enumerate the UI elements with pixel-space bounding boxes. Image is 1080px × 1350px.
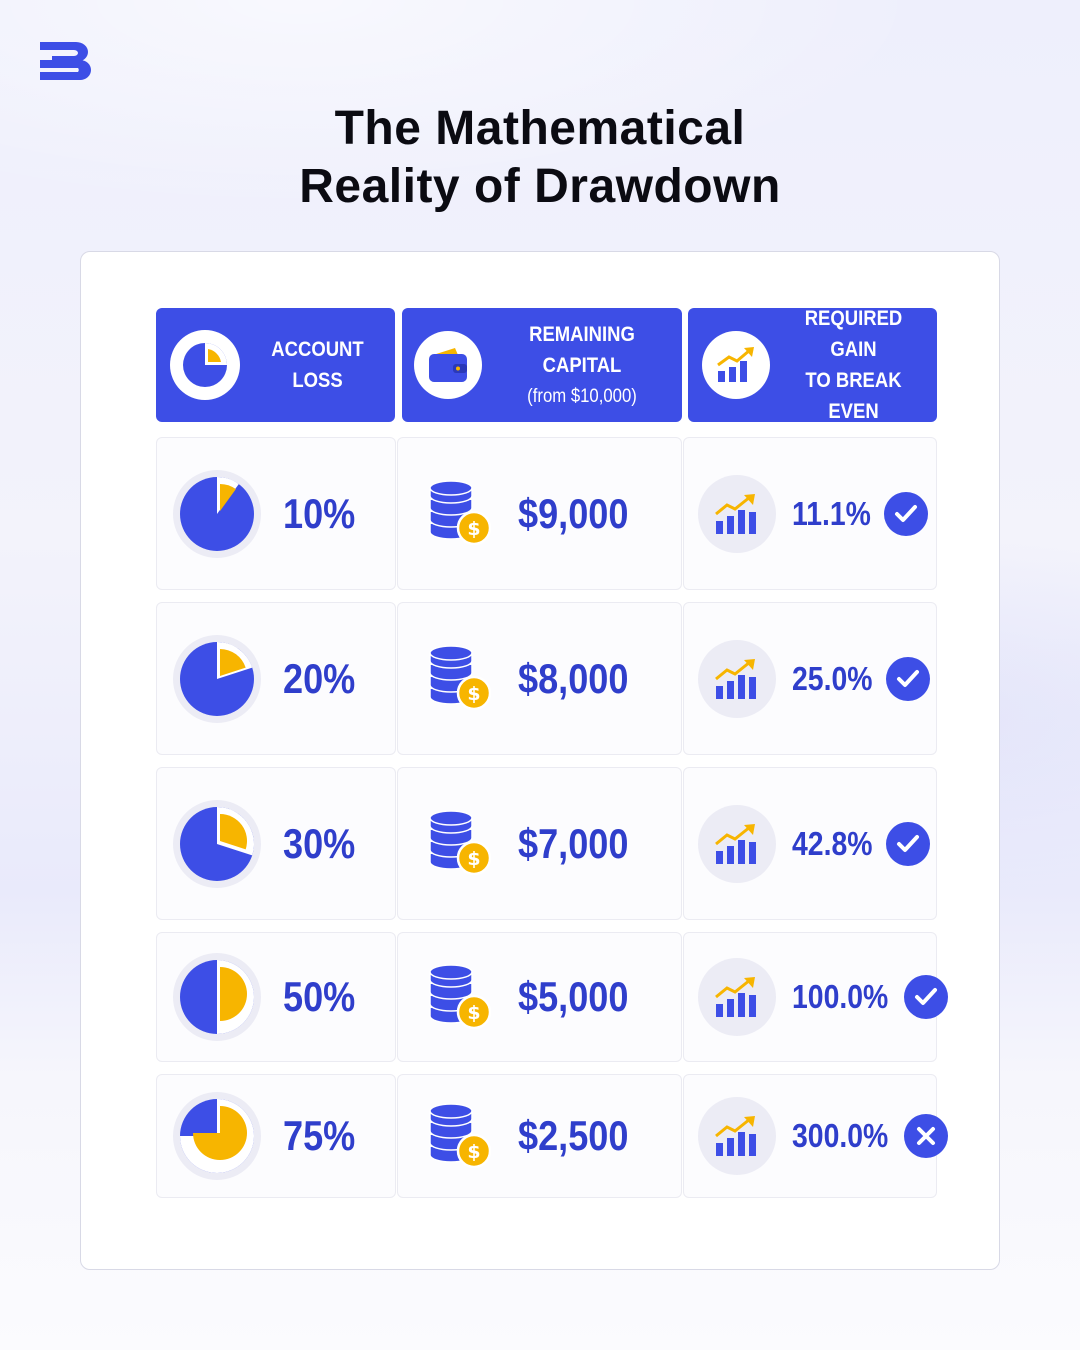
remaining-capital-value: $2,500 [518, 1112, 629, 1159]
pie-chart-icon [173, 634, 261, 723]
remaining-capital-value: $7,000 [518, 819, 629, 867]
remaining-capital-value: $8,000 [518, 654, 629, 702]
required-gain-value: 100.0% [792, 978, 889, 1015]
header-account-loss-label: ACCOUNT LOSS [271, 338, 364, 392]
check-icon [885, 821, 930, 866]
check-icon [883, 491, 928, 536]
account-loss-value: 20% [283, 654, 356, 702]
header-remaining-capital-label: REMAINING CAPITAL (from $10,000) [527, 322, 637, 407]
coin-stack-icon: $ [426, 637, 496, 720]
remaining-capital-value: $9,000 [518, 489, 629, 537]
growth-chart-icon [698, 1097, 776, 1175]
growth-chart-icon [698, 639, 776, 718]
required-gain-value: 300.0% [792, 1117, 889, 1154]
required-gain-value: 11.1% [792, 494, 871, 532]
header-required-gain-label: REQUIRED GAIN TO BREAK EVEN [804, 307, 903, 423]
table-row-5-gain-cell: 300.0% [683, 1074, 948, 1198]
page-title: The Mathematical Reality of Drawdown [140, 100, 940, 216]
account-loss-value: 10% [283, 489, 356, 537]
svg-text:$: $ [467, 518, 480, 540]
pie-chart-icon [173, 799, 261, 888]
pie-chart-icon [173, 469, 261, 558]
remaining-capital-value: $5,000 [518, 973, 629, 1020]
coin-stack-icon: $ [426, 1095, 496, 1178]
growth-chart-icon [698, 474, 776, 553]
growth-chart-icon [698, 958, 776, 1036]
account-loss-value: 50% [283, 973, 356, 1020]
table-row-4-capital-cell: $ $5,000 [397, 932, 682, 1062]
required-gain-value: 25.0% [792, 659, 873, 697]
table-row-1-loss-cell: 10% [156, 437, 396, 590]
account-loss-value: 30% [283, 819, 356, 867]
pie-chart-icon [173, 1092, 261, 1180]
title-line-2: Reality of Drawdown [299, 160, 781, 213]
svg-text:$: $ [467, 1141, 480, 1163]
table-row-2-capital-cell: $ $8,000 [397, 602, 682, 755]
table-row-1-gain-cell: 11.1% [683, 437, 937, 590]
table-row-3-gain-cell: 42.8% [683, 767, 937, 920]
header-account-loss: ACCOUNT LOSS [156, 308, 395, 422]
check-icon [885, 656, 930, 701]
svg-text:$: $ [467, 683, 480, 705]
table-row-2-loss-cell: 20% [156, 602, 396, 755]
account-loss-value: 75% [283, 1112, 356, 1159]
wallet-icon [414, 331, 482, 399]
growth-chart-icon [698, 804, 776, 883]
pie-chart-icon [173, 953, 261, 1041]
table-row-1-capital-cell: $ $9,000 [397, 437, 682, 590]
table-row-4-gain-cell: 100.0% [683, 932, 948, 1062]
required-gain-value: 42.8% [792, 824, 873, 862]
table-row-4-loss-cell: 50% [156, 932, 396, 1062]
brand-logo-icon [38, 40, 92, 82]
growth-chart-icon [702, 331, 770, 399]
pie-chart-icon [170, 330, 240, 400]
table-row-5-loss-cell: 75% [156, 1074, 396, 1198]
table-row-3-loss-cell: 30% [156, 767, 396, 920]
header-required-gain: REQUIRED GAIN TO BREAK EVEN [688, 307, 937, 423]
header-remaining-capital: REMAINING CAPITAL (from $10,000) [402, 308, 682, 422]
title-line-1: The Mathematical [334, 102, 746, 155]
coin-stack-icon: $ [426, 802, 496, 885]
cross-icon [903, 1114, 948, 1158]
svg-text:$: $ [467, 848, 480, 870]
table-row-3-capital-cell: $ $7,000 [397, 767, 682, 920]
check-icon [903, 975, 948, 1019]
table-row-5-capital-cell: $ $2,500 [397, 1074, 682, 1198]
coin-stack-icon: $ [426, 956, 496, 1039]
table-row-2-gain-cell: 25.0% [683, 602, 937, 755]
coin-stack-icon: $ [426, 472, 496, 555]
svg-text:$: $ [467, 1002, 480, 1024]
